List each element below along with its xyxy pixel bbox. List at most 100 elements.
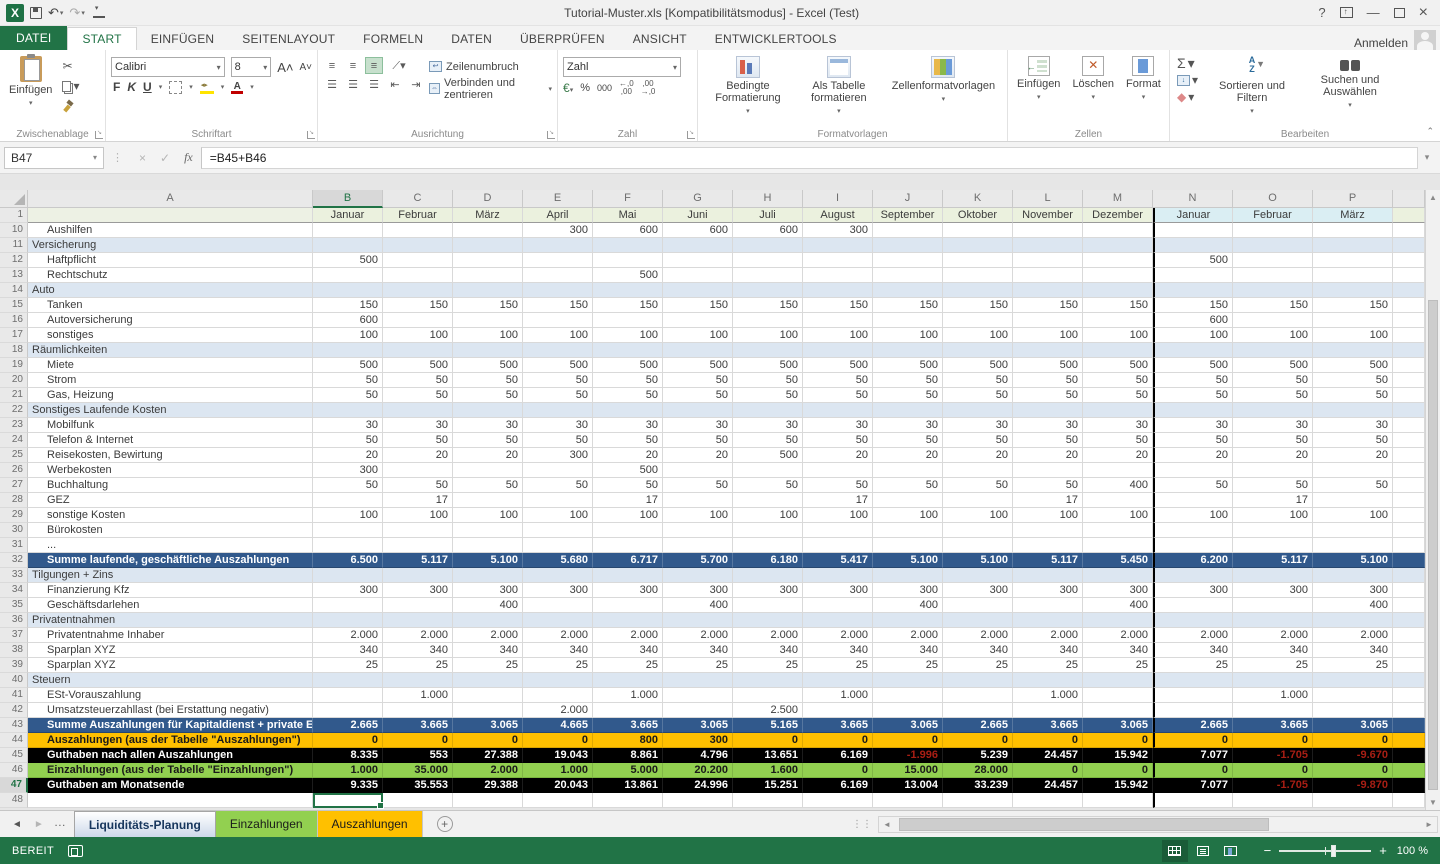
decrease-indent-icon[interactable]: ⇤ [390,79,400,91]
cell[interactable] [1233,673,1313,688]
cell[interactable]: 100 [313,508,383,523]
cell[interactable]: 25 [943,658,1013,673]
cell-label[interactable]: ESt-Vorauszahlung [28,688,313,703]
cell[interactable] [453,793,523,808]
delete-cells-button[interactable]: Löschen▾ [1068,53,1118,126]
cell[interactable] [523,493,593,508]
help-button[interactable]: ? [1318,5,1326,20]
row-header-11[interactable]: 11 [0,238,28,253]
cell[interactable]: 100 [943,328,1013,343]
cell[interactable] [1233,568,1313,583]
cell[interactable] [313,598,383,613]
cell[interactable]: 400 [663,598,733,613]
cell[interactable]: 3.065 [1083,718,1153,733]
fill-color-button[interactable] [199,81,214,94]
cell[interactable] [383,568,453,583]
cell[interactable] [663,253,733,268]
cell-filler[interactable] [1393,433,1425,448]
borders-button[interactable] [169,80,183,94]
cell[interactable] [733,793,803,808]
conditional-formatting-button[interactable]: Bedingte Formatierung ▾ [703,53,793,126]
cell[interactable] [1153,238,1233,253]
cell[interactable] [593,313,663,328]
cell[interactable] [453,238,523,253]
cell[interactable]: 600 [313,313,383,328]
cell[interactable] [733,688,803,703]
cell[interactable] [663,343,733,358]
cell[interactable]: 0 [1233,733,1313,748]
cell-filler[interactable] [1393,403,1425,418]
cell[interactable]: 30 [1013,418,1083,433]
month-header-next-year[interactable]: Februar [1233,208,1313,223]
cell[interactable]: 340 [313,643,383,658]
cell[interactable] [523,268,593,283]
cell[interactable]: -9.870 [1313,778,1393,793]
cut-icon[interactable]: ✂ [62,59,73,73]
cell[interactable]: 600 [663,223,733,238]
cell[interactable]: 2.665 [1153,718,1233,733]
cell[interactable] [1233,538,1313,553]
cell[interactable]: 24.457 [1013,748,1083,763]
autosum-button[interactable]: Σ ▾ [1177,54,1195,72]
cell[interactable] [1233,403,1313,418]
cell[interactable] [733,523,803,538]
cell[interactable]: 500 [873,358,943,373]
cell[interactable]: 50 [733,388,803,403]
cell[interactable]: 50 [1013,478,1083,493]
cell[interactable]: 20 [943,448,1013,463]
cell[interactable] [593,238,663,253]
row-header-48[interactable]: 48 [0,793,28,808]
cell[interactable] [1083,223,1153,238]
cell-label[interactable]: Sonstiges Laufende Kosten [28,403,313,418]
name-box[interactable]: B47 ▾ [4,146,104,169]
cell[interactable] [873,523,943,538]
number-format-select[interactable]: Zahl ▾ [563,57,681,77]
cell[interactable]: 1.000 [313,763,383,778]
cell[interactable] [943,523,1013,538]
cell-filler[interactable] [1393,598,1425,613]
redo-button[interactable]: ↷ ▾ [69,4,85,20]
cell[interactable]: 25 [383,658,453,673]
row-header-39[interactable]: 39 [0,658,28,673]
cell[interactable]: 50 [1153,478,1233,493]
cell[interactable]: 0 [1313,763,1393,778]
cell[interactable]: 50 [453,388,523,403]
new-sheet-button[interactable]: + [436,816,453,832]
cell[interactable]: 50 [593,388,663,403]
cell[interactable]: 0 [523,733,593,748]
cell[interactable]: 0 [1313,733,1393,748]
tab-formeln[interactable]: FORMELN [363,32,424,46]
cell[interactable] [1083,613,1153,628]
cell[interactable] [593,253,663,268]
cell[interactable] [733,493,803,508]
cell[interactable] [453,343,523,358]
cell[interactable] [453,253,523,268]
cell[interactable]: 300 [803,223,873,238]
cell[interactable] [1233,313,1313,328]
cell[interactable]: 20 [453,448,523,463]
cell[interactable]: 50 [313,478,383,493]
cell[interactable] [593,673,663,688]
cell-filler[interactable] [1393,238,1425,253]
cell-filler[interactable] [1393,268,1425,283]
comma-style-button[interactable]: 000 [596,83,613,93]
cell[interactable]: 50 [523,373,593,388]
cell[interactable]: 2.000 [593,628,663,643]
cell[interactable]: 100 [1083,508,1153,523]
cell[interactable]: 500 [1153,358,1233,373]
cell[interactable] [1013,568,1083,583]
month-header[interactable]: Januar [313,208,383,223]
cell[interactable]: 7.077 [1153,748,1233,763]
row-header-43[interactable]: 43 [0,718,28,733]
cell[interactable]: 50 [663,388,733,403]
cell[interactable]: 2.665 [943,718,1013,733]
cell[interactable]: 50 [663,433,733,448]
cell[interactable]: 17 [593,493,663,508]
clipboard-dialog-launcher[interactable] [95,129,103,139]
cell[interactable]: 340 [453,643,523,658]
cell[interactable]: 150 [733,298,803,313]
cell[interactable]: 0 [873,733,943,748]
enter-icon[interactable]: ✓ [160,150,171,165]
cell[interactable] [943,238,1013,253]
row-header-34[interactable]: 34 [0,583,28,598]
